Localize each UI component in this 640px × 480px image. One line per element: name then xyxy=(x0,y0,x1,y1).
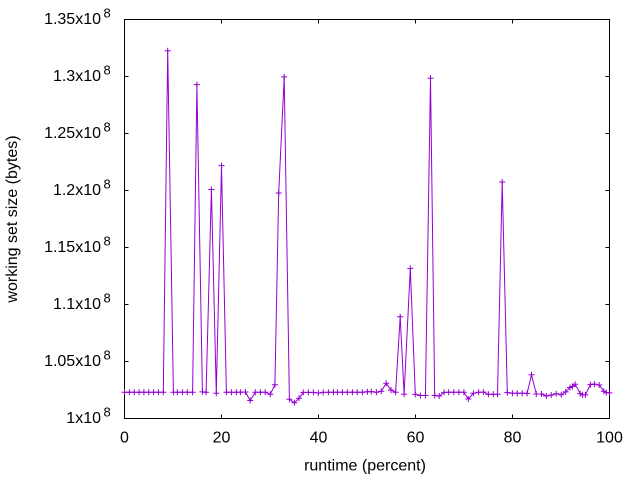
svg-text:1.2x10: 1.2x10 xyxy=(53,182,101,199)
svg-text:8: 8 xyxy=(104,120,111,135)
svg-text:8: 8 xyxy=(104,177,111,192)
svg-text:8: 8 xyxy=(104,348,111,363)
svg-text:8: 8 xyxy=(104,405,111,420)
svg-text:1.1x10: 1.1x10 xyxy=(53,296,101,313)
svg-text:1.15x10: 1.15x10 xyxy=(44,239,101,256)
svg-text:1.05x10: 1.05x10 xyxy=(44,353,101,370)
svg-text:1.35x10: 1.35x10 xyxy=(44,11,101,28)
svg-text:100: 100 xyxy=(596,430,623,447)
svg-text:runtime (percent): runtime (percent) xyxy=(304,458,426,475)
svg-text:8: 8 xyxy=(104,291,111,306)
svg-text:8: 8 xyxy=(104,6,111,21)
svg-text:40: 40 xyxy=(310,430,328,447)
svg-text:20: 20 xyxy=(213,430,231,447)
svg-text:working set size (bytes): working set size (bytes) xyxy=(4,135,21,303)
svg-text:60: 60 xyxy=(407,430,425,447)
svg-text:1.25x10: 1.25x10 xyxy=(44,125,101,142)
svg-text:8: 8 xyxy=(104,234,111,249)
svg-text:8: 8 xyxy=(104,63,111,78)
svg-text:0: 0 xyxy=(120,430,129,447)
svg-text:80: 80 xyxy=(504,430,522,447)
svg-text:1.3x10: 1.3x10 xyxy=(53,68,101,85)
svg-text:1x10: 1x10 xyxy=(66,410,101,427)
